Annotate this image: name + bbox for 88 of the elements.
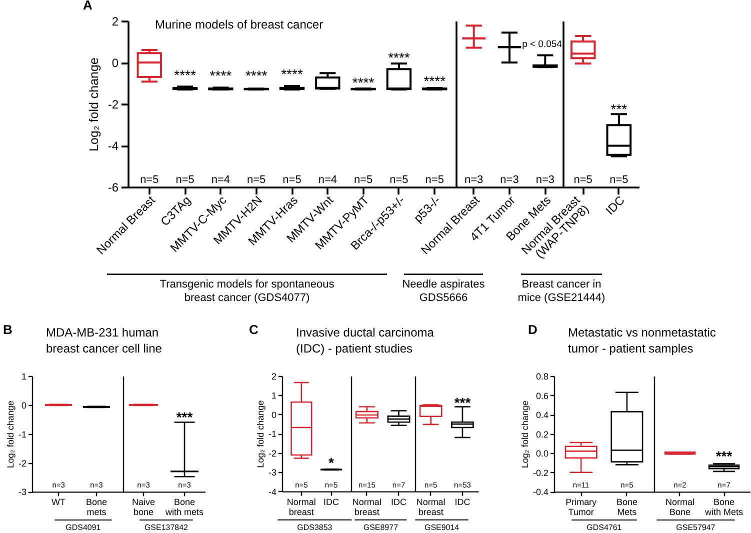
y-tick-label: 1 (272, 390, 277, 401)
y-tick-label: 1 (22, 371, 27, 382)
x-tick-label: Normal breast (287, 496, 316, 517)
y-tick-label: 0.4 (536, 410, 549, 420)
x-tick-label: Bone with mets (164, 497, 204, 518)
x-axis-title: GSE9014 (424, 522, 460, 532)
annotation: *** (176, 408, 194, 425)
annotation: n=5 (354, 174, 373, 186)
annotation: **** (174, 66, 196, 83)
y-axis-title: Log₂ fold change (520, 400, 530, 468)
x-tick-label: Normal breast (416, 496, 445, 517)
annotation: n=3 (536, 174, 555, 186)
y-tick-label: -3 (268, 468, 277, 478)
annotation: n=5 (247, 174, 266, 186)
y-axis-title: Log₂ fold change (6, 400, 16, 468)
annotation: *** (454, 394, 471, 411)
text: B (3, 322, 13, 338)
y-tick-label: -1 (18, 429, 27, 440)
x-tick-label: Normal Bone (666, 497, 695, 518)
y-tick-label: -2 (18, 458, 27, 468)
x-tick-label: Primary Tumor (566, 497, 598, 518)
annotation: *** (610, 100, 628, 117)
x-axis-title: GDS3853 (297, 522, 334, 532)
y-tick-label: -1 (268, 429, 277, 440)
annotation: **** (424, 72, 446, 89)
x-axis-title: Breast cancer in mice (GSE21444) (518, 278, 606, 304)
x-tick-label: Bone Mets (616, 497, 638, 518)
y-tick-label: 2 (112, 14, 119, 28)
y-tick-label: 2 (272, 372, 277, 382)
x-axis-title: GSE57947 (676, 522, 716, 532)
x-axis-title: Transgenic models for spontaneous breast cancer (GDS4077) (160, 278, 335, 304)
annotation: n=3 (464, 174, 484, 186)
text: D (528, 322, 538, 338)
annotation: n=4 (211, 174, 230, 186)
y-tick-label: -6 (108, 180, 119, 194)
annotation: p < 0.054 (522, 38, 562, 50)
chart-title: Invasive ductal carcinoma (IDC) - patient studies (296, 326, 435, 356)
x-tick-label: Normal breast (352, 496, 382, 517)
x-tick-label: Bone mets (86, 497, 108, 518)
chart-title: Metastatic vs nonmetastatic tumor - patient samples (568, 326, 716, 356)
x-tick-label: WT (52, 497, 66, 508)
annotation: **** (245, 67, 268, 84)
y-tick-label: 0.2 (536, 429, 549, 440)
y-tick-label: 0 (272, 410, 277, 420)
y-tick-label: -4 (108, 138, 119, 153)
annotation: **** (281, 66, 304, 82)
annotation: n=5 (574, 174, 592, 186)
y-tick-label: 0 (22, 400, 27, 410)
annotation: n=5 (140, 174, 159, 186)
annotation: n=5 (176, 174, 194, 186)
x-axis-title: GSE8977 (363, 522, 399, 532)
y-tick-label: -2 (268, 448, 277, 458)
x-axis-title: Needle aspirates GDS5666 (402, 278, 486, 304)
y-axis-title: Log₂ fold change (256, 400, 266, 468)
annotation: **** (388, 49, 410, 66)
x-axis-title: GSE137842 (144, 522, 189, 532)
x-axis-title: GDS4091 (66, 522, 102, 532)
y-tick-label: -4 (268, 486, 277, 497)
y-tick-label: 0.8 (536, 371, 549, 382)
y-axis-title: Log₂ fold change (86, 57, 101, 152)
text: A (83, 0, 93, 12)
annotation: **** (352, 74, 375, 90)
annotation: **** (210, 67, 232, 84)
x-tick-label: Naive bone (132, 497, 156, 518)
annotation: *** (716, 448, 734, 464)
annotation: * (328, 454, 335, 471)
x-tick-label: IDC (324, 496, 340, 507)
annotation: n=5 (282, 174, 302, 186)
y-tick-label: -3 (18, 487, 27, 498)
x-tick-label: IDC (391, 496, 408, 507)
x-tick-label: Bone with Mets (704, 497, 744, 518)
y-tick-label: 0 (112, 56, 119, 70)
chart-title: Murine models of breast cancer (155, 17, 324, 32)
text: C (249, 322, 260, 338)
annotation: n=3 (500, 174, 519, 186)
y-tick-label: 0.6 (536, 390, 549, 401)
x-tick-label: IDC (602, 192, 628, 218)
chart-title: MDA-MB-231 human breast cancer cell line (46, 326, 163, 356)
y-tick-label: -0.2 (533, 468, 549, 478)
y-tick-label: -0.4 (533, 487, 549, 498)
y-tick-label: -2 (108, 97, 119, 112)
annotation: n=4 (318, 174, 337, 186)
annotation: n=5 (390, 174, 408, 186)
y-tick-label: 0.0 (536, 448, 549, 459)
x-tick-label: IDC (454, 496, 470, 507)
annotation: n=5 (610, 174, 628, 186)
x-axis-title: GDS4761 (586, 522, 623, 532)
annotation: n=5 (425, 174, 444, 186)
